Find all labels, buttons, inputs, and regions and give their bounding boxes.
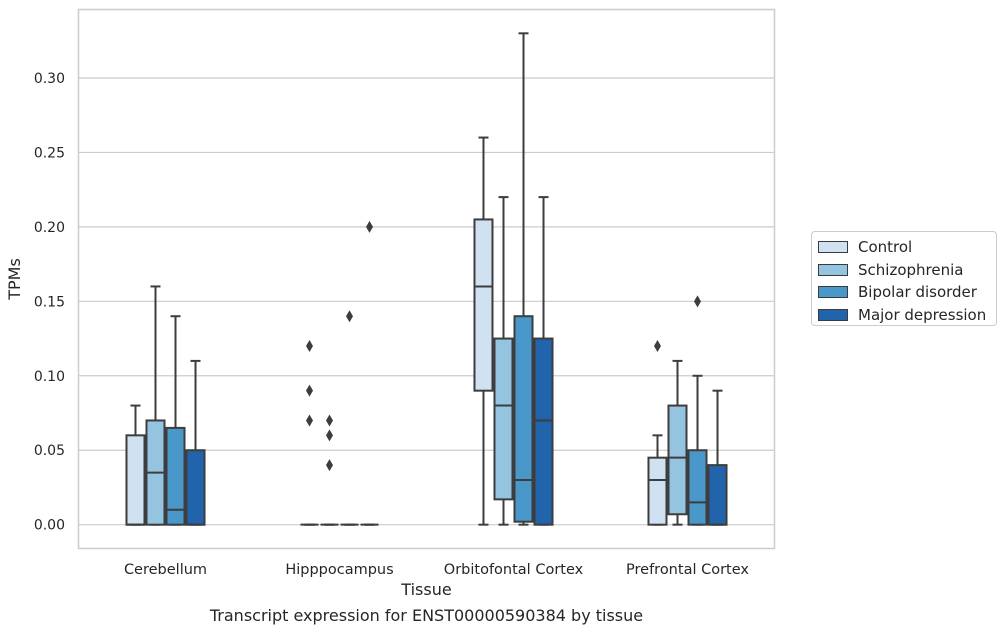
y-tick-label: 0.25 (34, 145, 65, 161)
legend-item: Major depression (818, 304, 996, 327)
y-tick-label: 0.20 (34, 220, 65, 236)
x-tick-label: Prefrontal Cortex (626, 562, 749, 578)
box-body (647, 456, 668, 526)
plot-area-frame (77, 8, 776, 550)
box-major-depression (707, 389, 728, 526)
box-major-depression (185, 359, 206, 526)
box-schizophrenia (145, 285, 166, 526)
legend-swatch (818, 241, 848, 254)
y-tick-labels: 0.00 0.05 0.10 0.15 0.20 0.25 0.30 (34, 71, 65, 534)
outlier-point (325, 429, 333, 442)
box-bipolar-disorder (165, 315, 186, 526)
box-schizophrenia (493, 196, 514, 526)
legend-swatch (818, 308, 848, 321)
outlier-point (305, 414, 313, 427)
outlier-point (366, 220, 374, 233)
legend-label: Schizophrenia (858, 260, 964, 279)
y-tick-label: 0.00 (34, 518, 65, 534)
box-body (473, 218, 494, 392)
box-body (125, 434, 146, 526)
outlier-point (694, 295, 702, 308)
box-groups (125, 32, 728, 526)
legend-item: Schizophrenia (818, 259, 996, 282)
legend-label: Bipolar disorder (858, 283, 977, 302)
box-body (165, 426, 186, 526)
x-tick-label: Cerebellum (124, 562, 207, 578)
x-tick-label: Hipppocampus (285, 562, 393, 578)
figure-caption: Transcript expression for ENST0000059038… (209, 606, 644, 625)
y-tick-label: 0.30 (34, 71, 65, 87)
box-control (647, 340, 668, 526)
box-body (707, 464, 728, 526)
outlier-point (325, 414, 333, 427)
box-body (185, 449, 206, 526)
box-schizophrenia (667, 359, 688, 526)
legend-item: Control (818, 236, 996, 259)
y-tick-label: 0.15 (34, 294, 65, 310)
box-body (493, 337, 514, 501)
y-tick-label: 0.05 (34, 443, 65, 459)
legend: Control Schizophrenia Bipolar disorder Majo… (811, 231, 997, 326)
outlier-point (653, 340, 661, 353)
box-body (667, 404, 688, 516)
outlier-point (305, 340, 313, 353)
box-body (513, 315, 534, 523)
outlier-point (346, 310, 354, 323)
box-bipolar-disorder (340, 310, 359, 526)
box-major-depression (533, 196, 554, 526)
x-tick-label: Orbitofontal Cortex (444, 562, 584, 578)
legend-item: Bipolar disorder (818, 281, 996, 304)
x-tick-labels: Cerebellum Hipppocampus Orbitofontal Corte… (124, 562, 749, 578)
legend-swatch (818, 286, 848, 299)
outlier-point (325, 459, 333, 472)
x-axis-label: Tissue (400, 580, 451, 599)
box-body (533, 337, 554, 526)
y-axis-label: TPMs (5, 258, 24, 301)
box-bipolar-disorder (513, 32, 534, 526)
legend-label: Control (858, 238, 913, 257)
box-major-depression (360, 220, 379, 526)
box-plot-chart: 0.00 0.05 0.10 0.15 0.20 0.25 0.30 Cerebellum H… (5, 8, 776, 599)
box-control (300, 340, 319, 526)
outlier-point (305, 384, 313, 397)
box-schizophrenia (320, 414, 339, 526)
box-body (687, 449, 708, 526)
legend-label: Major depression (858, 305, 987, 324)
legend-swatch (818, 263, 848, 276)
box-control (125, 404, 146, 526)
y-tick-label: 0.10 (34, 369, 65, 385)
box-bipolar-disorder (687, 295, 708, 526)
box-control (473, 136, 494, 526)
